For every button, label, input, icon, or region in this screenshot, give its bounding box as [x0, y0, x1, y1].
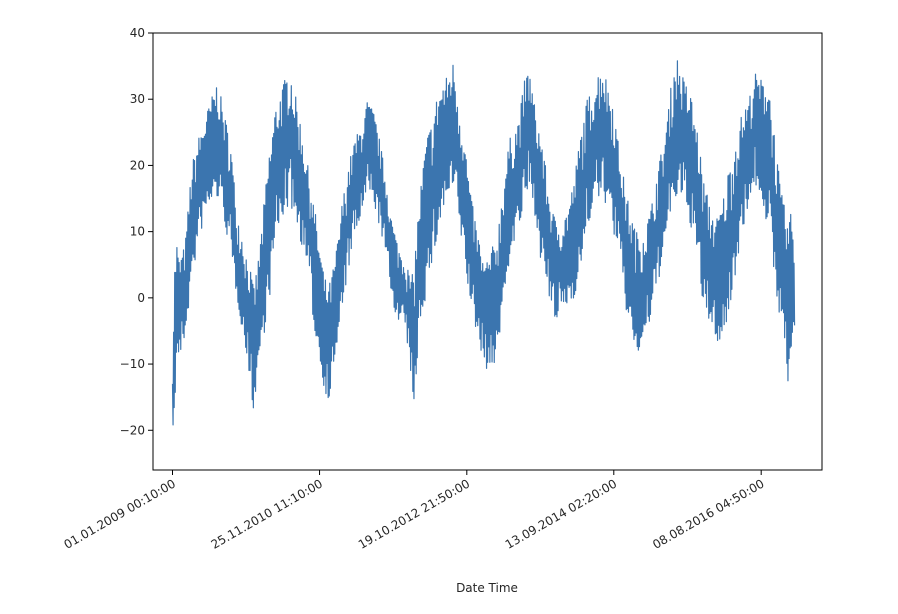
y-tick-label: 10 — [130, 225, 145, 239]
x-tick-label: 13.09.2014 02:20:00 — [503, 476, 619, 551]
x-tick-label: 19.10.2012 21:50:00 — [356, 476, 472, 551]
y-tick-label: −20 — [120, 423, 145, 437]
temperature-series-line — [171, 60, 796, 426]
y-tick-label: 20 — [130, 158, 145, 172]
y-tick-label: 0 — [137, 291, 145, 305]
y-tick-label: −10 — [120, 357, 145, 371]
y-axis: −20 −10 0 10 20 30 40 — [120, 26, 153, 437]
plot-area — [152, 32, 823, 471]
x-tick-label: 08.08.2016 04:50:00 — [650, 476, 766, 551]
y-tick-label: 30 — [130, 92, 145, 106]
y-tick-label: 40 — [130, 26, 145, 40]
x-axis-title: Date Time — [456, 581, 518, 595]
x-tick-label: 25.11.2010 11:10:00 — [209, 476, 325, 551]
x-tick-label: 01.01.2009 00:10:00 — [62, 476, 178, 551]
plot-frame — [152, 32, 823, 471]
x-axis: 01.01.2009 00:10:00 25.11.2010 11:10:00 19… — [62, 470, 767, 552]
series-layer — [171, 60, 796, 426]
